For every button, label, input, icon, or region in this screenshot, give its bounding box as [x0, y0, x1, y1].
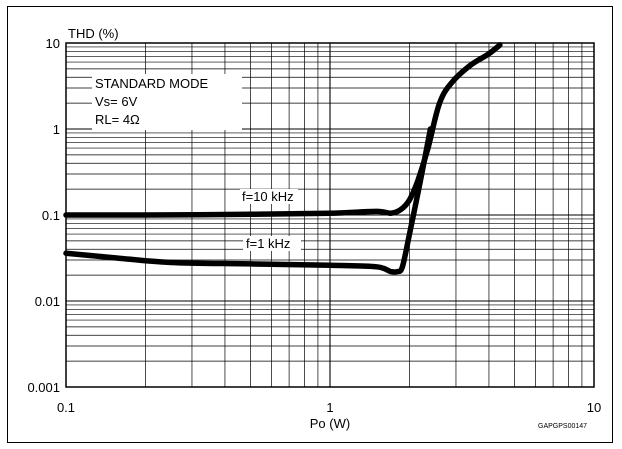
condition-mode: STANDARD MODE [95, 76, 208, 91]
x-tick-label: 1 [326, 400, 333, 415]
y-tick-label: 0.1 [42, 208, 60, 223]
condition-vs: Vs= 6V [95, 94, 138, 109]
conditions-box [92, 74, 242, 130]
series-label-10khz-bg [240, 189, 298, 204]
series-label-10khz: f=10 kHz [242, 189, 294, 204]
condition-rl: RL= 4Ω [95, 112, 140, 127]
series-label-1khz-bg [243, 236, 301, 251]
series-line-1khz [63, 126, 434, 275]
series-line-10khz [63, 42, 503, 218]
series-label-1khz: f=1 kHz [246, 236, 290, 251]
y-tick-label: 0.001 [27, 380, 60, 395]
y-tick-label: 0.01 [35, 294, 60, 309]
y-tick-label: 1 [53, 122, 60, 137]
plot-area-border [65, 42, 595, 388]
y-tick-label: 10 [46, 36, 60, 51]
x-tick-label: 0.1 [57, 400, 75, 415]
figure-code: GAPGPS00147 [538, 423, 587, 430]
series-layer [63, 42, 503, 275]
y-axis-label: THD (%) [68, 26, 119, 41]
x-tick-label: 10 [587, 400, 601, 415]
x-axis-label: Po (W) [310, 416, 350, 431]
